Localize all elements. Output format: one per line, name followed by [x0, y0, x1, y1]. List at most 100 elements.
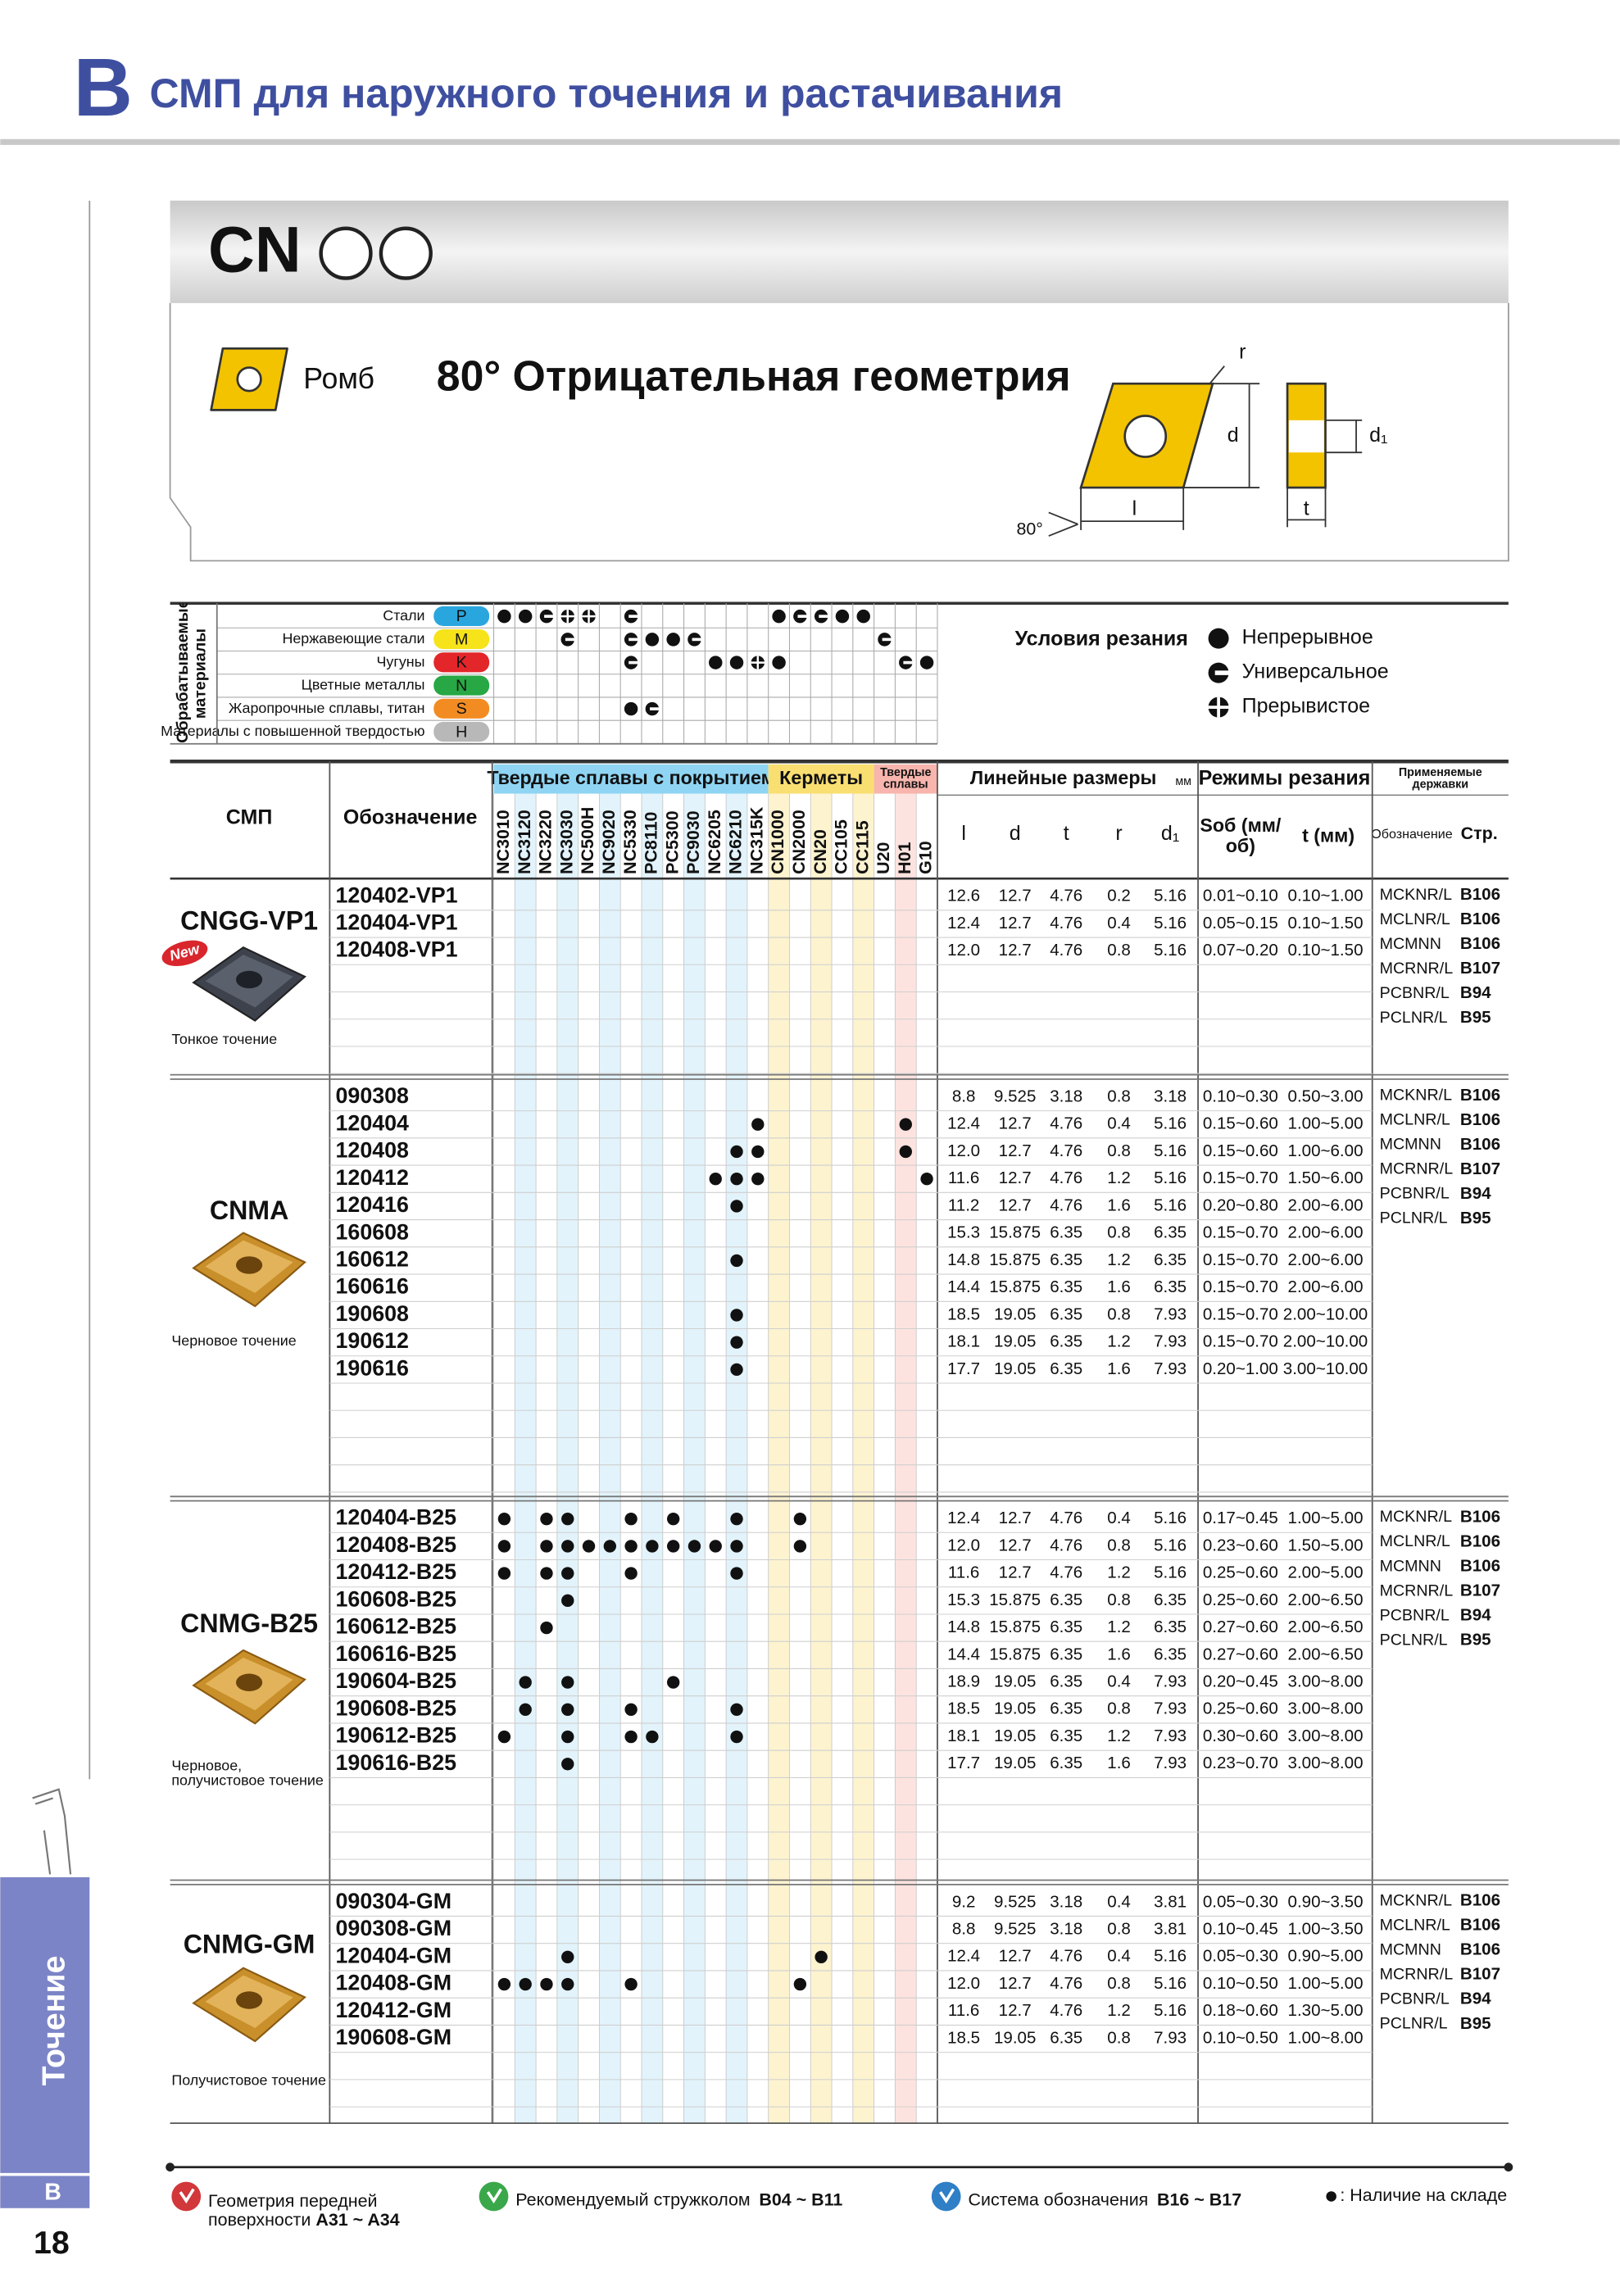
dimension: 7.93: [1154, 1699, 1187, 1718]
holder-name: MCRNR/L: [1380, 1581, 1454, 1599]
holder-name: MCMNN: [1380, 1557, 1441, 1575]
footer-icon-arrow: [939, 2188, 955, 2204]
holder-name: PCBNR/L: [1380, 1606, 1450, 1624]
head-depth-part: t (мм): [1302, 824, 1355, 847]
dimension: 14.4: [947, 1645, 980, 1663]
depth: 1.00~8.00: [1288, 2028, 1364, 2047]
insert-note: Тонкое точение: [171, 1032, 277, 1048]
insert-code: 190608-B25: [336, 1695, 457, 1720]
material-code: H: [456, 723, 467, 741]
feed: 0.10~0.50: [1203, 2028, 1278, 2047]
stock-dot: [730, 1254, 743, 1268]
depth: 2.00~5.00: [1288, 1563, 1364, 1582]
grade-stripe: [768, 793, 790, 2124]
insert-hole: [236, 1991, 263, 2009]
dimension: 8.8: [952, 1919, 976, 1938]
diagram-d: d: [1227, 424, 1239, 447]
symbol-body: [729, 656, 744, 669]
feed: 0.20~1.00: [1203, 1359, 1278, 1378]
footer-rule-end: [1504, 2162, 1513, 2172]
stock-dot: [519, 1977, 532, 1991]
symbol-band: [544, 615, 554, 618]
grade-group-label-part: Твердые сплавы: [880, 765, 932, 791]
dimension: 12.0: [947, 1536, 980, 1554]
dimension: 6.35: [1050, 1305, 1082, 1323]
head-feed: Sоб (мм/об): [1200, 814, 1282, 857]
dimension: 12.0: [947, 941, 980, 960]
stock-dot: [561, 1540, 574, 1553]
side-letter-box: [0, 2176, 90, 2208]
material-code: N: [456, 677, 467, 695]
grade-name: NC3010: [493, 810, 513, 874]
insert-hole: [236, 970, 263, 989]
material-name: Чугуны: [377, 653, 425, 669]
holder-name: MCLNR/L: [1380, 1916, 1450, 1934]
condition-symbol: [624, 633, 638, 647]
dimension: 9.2: [952, 1892, 976, 1911]
grade-group-label: Твердые сплавы с покрытием: [487, 767, 775, 788]
dimension: 4.76: [1050, 887, 1082, 905]
grade-group-band: [768, 764, 874, 794]
footer-link-part: A31 ~ A34: [315, 2209, 400, 2230]
symbol-body: [835, 609, 850, 624]
symbol-band: [628, 660, 638, 665]
stock-dot: [497, 1567, 511, 1580]
stock-dot: [730, 1363, 743, 1377]
stock-dot: [687, 1540, 701, 1553]
head-feed-part: Sоб (мм/об): [1200, 814, 1282, 857]
footer-link-box: Геометрия передней поверхности A31 ~ A34: [208, 2185, 457, 2237]
grade-name: U20: [874, 842, 893, 873]
insert-note: Черновое точение: [171, 1323, 328, 1364]
stock-dot: [561, 1950, 574, 1963]
dimension: 5.16: [1154, 1196, 1187, 1214]
feed: 0.15~0.70: [1203, 1332, 1278, 1351]
dimension: 4.76: [1050, 2001, 1082, 2020]
material-code-pill: [433, 721, 490, 742]
dimension: 1.2: [1107, 1727, 1131, 1745]
dimension: 17.7: [947, 1359, 980, 1378]
grade-name: H01: [895, 842, 914, 873]
symbol-band: [650, 707, 660, 710]
dimension: 18.1: [947, 1727, 980, 1745]
stock-dot: [519, 1703, 532, 1716]
feed: 0.05~0.30: [1203, 1892, 1278, 1911]
head-holders: Применяемые державки: [1399, 765, 1482, 790]
dimension: 7.93: [1154, 1727, 1187, 1745]
dimension: 14.8: [947, 1250, 980, 1269]
stock-dot: [540, 1977, 553, 1991]
holder-page: B107: [1460, 1581, 1500, 1600]
condition-symbol: [624, 656, 638, 669]
holder-page: B95: [1460, 1209, 1491, 1227]
symbol-body: [709, 656, 723, 669]
feed: 0.07~0.20: [1203, 941, 1278, 960]
stock-dot: [497, 1730, 511, 1744]
dimension: 6.35: [1050, 1727, 1082, 1745]
dimension: 19.05: [994, 1727, 1036, 1745]
feed: 0.10~0.45: [1203, 1919, 1278, 1938]
grade-group-band: [493, 764, 769, 794]
grade-stripe: [726, 793, 747, 2124]
dimension: 9.525: [994, 1892, 1036, 1911]
dimension: 15.3: [947, 1223, 980, 1242]
depth: 1.00~6.00: [1288, 1141, 1364, 1160]
condition-symbol: [560, 633, 575, 647]
insert-name: CNGG-VP1: [180, 905, 318, 935]
holder-page: B107: [1460, 1159, 1500, 1178]
dimension: 15.875: [989, 1590, 1041, 1609]
dimension: 1.2: [1107, 1332, 1131, 1351]
stock-dot: [793, 1540, 807, 1553]
material-code-pill: [433, 698, 490, 719]
grade-group-label-text: Твердые сплавы: [874, 765, 937, 792]
condition-symbol: [751, 656, 765, 669]
dimension: 15.875: [989, 1250, 1041, 1269]
stock-legend: : Наличие на складе: [1340, 2185, 1507, 2205]
insert-note-box: Черновое точение: [171, 1323, 328, 1364]
placeholder-circle: [319, 226, 373, 280]
dimension: 12.7: [999, 1509, 1032, 1527]
condition-symbol: [1208, 697, 1229, 718]
holder-page: B106: [1460, 910, 1500, 928]
page-number: 18: [34, 2225, 70, 2261]
condition-symbol: [919, 656, 934, 669]
head-modes: Режимы резания: [1199, 766, 1371, 789]
holder-name: PCBNR/L: [1380, 1185, 1450, 1203]
